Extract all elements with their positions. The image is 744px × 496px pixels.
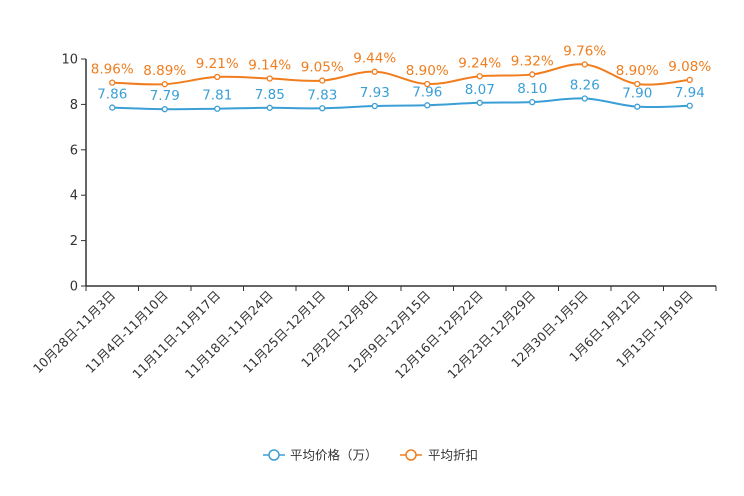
data-label: 7.86 bbox=[97, 87, 127, 103]
data-label: 9.32% bbox=[511, 53, 554, 69]
data-label: 7.93 bbox=[360, 85, 390, 101]
data-point bbox=[529, 71, 536, 78]
data-label: 8.26 bbox=[570, 77, 600, 93]
y-tick-label: 4 bbox=[70, 189, 78, 204]
series-0: 7.86 7.79 7.81 7.85 7.83 7.93 7.96 8.07 8.10 8.26… bbox=[97, 77, 705, 113]
data-point bbox=[476, 73, 483, 80]
y-tick-label: 0 bbox=[70, 280, 78, 295]
data-point bbox=[214, 73, 221, 81]
data-label: 8.10 bbox=[517, 81, 547, 97]
data-point bbox=[686, 76, 693, 84]
y-tick-label: 6 bbox=[70, 143, 78, 158]
data-label: 7.96 bbox=[412, 84, 442, 100]
legend-label: 平均折扣 bbox=[428, 448, 478, 463]
data-label: 7.90 bbox=[622, 86, 652, 102]
data-point bbox=[319, 105, 326, 112]
data-point bbox=[634, 80, 641, 88]
data-label: 7.85 bbox=[255, 87, 285, 103]
data-label: 7.79 bbox=[150, 88, 180, 104]
y-tick-label: 8 bbox=[70, 98, 78, 113]
data-point bbox=[161, 81, 168, 88]
data-point bbox=[581, 95, 588, 102]
x-tick-label: 12月16日-12月22日 bbox=[392, 288, 486, 382]
data-point bbox=[686, 102, 693, 109]
legend[interactable]: 平均价格（万） 平均折扣 bbox=[263, 448, 478, 463]
data-point bbox=[424, 80, 431, 88]
data-label: 8.90% bbox=[406, 63, 449, 79]
data-point bbox=[634, 103, 641, 110]
data-label: 7.81 bbox=[202, 88, 232, 104]
data-label: 8.90% bbox=[616, 63, 659, 79]
x-tick-label: 11月18日-11月24日 bbox=[182, 288, 276, 382]
data-point bbox=[161, 106, 168, 113]
y-tick-label: 2 bbox=[70, 234, 78, 249]
data-label: 8.89% bbox=[143, 63, 186, 79]
series-layer: 7.86 7.79 7.81 7.85 7.83 7.93 7.96 8.07 8.10 8.26… bbox=[91, 43, 711, 113]
legend-label: 平均价格（万） bbox=[290, 448, 378, 463]
y-tick-label: 10 bbox=[61, 53, 78, 68]
data-label: 7.83 bbox=[307, 87, 337, 103]
data-point bbox=[371, 68, 378, 75]
data-point bbox=[214, 105, 221, 112]
data-point bbox=[266, 75, 273, 82]
data-label: 9.14% bbox=[248, 58, 291, 74]
series-line bbox=[112, 97, 690, 111]
data-label: 8.07 bbox=[465, 82, 495, 98]
legend-item-1[interactable]: 平均折扣 bbox=[400, 448, 478, 463]
data-point bbox=[109, 104, 116, 111]
data-point bbox=[581, 61, 588, 68]
data-point bbox=[371, 102, 378, 110]
data-point bbox=[109, 79, 116, 86]
data-label: 7.94 bbox=[675, 85, 705, 101]
legend-item-0[interactable]: 平均价格（万） bbox=[263, 448, 378, 463]
data-label: 9.21% bbox=[196, 56, 239, 72]
data-label: 9.08% bbox=[668, 59, 711, 75]
data-point bbox=[476, 99, 483, 106]
legend-marker-icon bbox=[268, 449, 280, 461]
data-point bbox=[266, 104, 273, 111]
data-point bbox=[529, 98, 536, 106]
data-label: 9.24% bbox=[458, 55, 501, 71]
series-1: 8.96% 8.89% 9.21% 9.14% 9.05% 9.44% 8.90% 9.24%… bbox=[91, 43, 711, 88]
x-tick-label: 11月11日-11月17日 bbox=[129, 288, 223, 382]
data-label: 9.44% bbox=[353, 51, 396, 67]
legend-marker-icon bbox=[405, 449, 417, 461]
data-label: 8.96% bbox=[91, 62, 134, 78]
data-point bbox=[319, 77, 326, 84]
data-label: 9.76% bbox=[563, 43, 606, 59]
data-point bbox=[424, 102, 431, 109]
series-line bbox=[112, 63, 690, 86]
x-tick-label: 12月23日-12月29日 bbox=[444, 288, 538, 382]
data-label: 9.05% bbox=[301, 60, 344, 76]
